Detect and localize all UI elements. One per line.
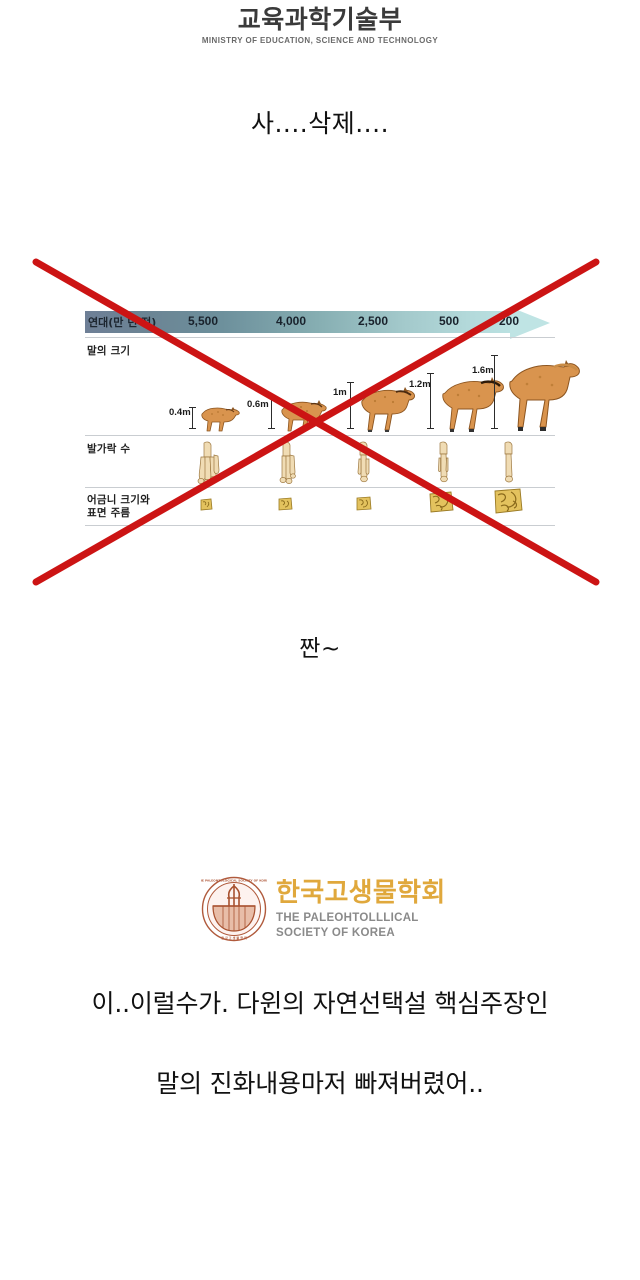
- row-label-toes: 발가락 수: [87, 443, 131, 455]
- horse-silhouette-1: [277, 399, 329, 433]
- leg-bone-4: [499, 441, 519, 485]
- height-label-3: 1.2m: [409, 379, 431, 390]
- caption-middle: 짠~: [299, 636, 341, 662]
- horse-silhouette-2: [356, 385, 418, 433]
- height-bar-4: [491, 355, 498, 429]
- leg-bone-3: [433, 441, 455, 485]
- horse-silhouette-4: [502, 357, 582, 433]
- ministry-logo-korean: 교육과학기술부: [237, 5, 403, 34]
- row-divider-top: [85, 337, 555, 338]
- row-divider-bottom: [85, 525, 555, 526]
- timeline-labels: 연대(만 년 전) 5,500 4,000 2,500 500 200: [85, 311, 519, 333]
- society-seal-icon: THE PALEONTOLOGICAL SOCIETY OF KOREA 한 국…: [201, 876, 267, 942]
- height-label-4: 1.6m: [472, 365, 494, 376]
- row-divider-2: [85, 487, 555, 488]
- society-name-korean: 한국고생물학회: [276, 878, 446, 908]
- timeline-tick-0: 5,500: [187, 314, 219, 328]
- svg-text:THE PALEONTOLOGICAL SOCIETY OF: THE PALEONTOLOGICAL SOCIETY OF KOREA: [201, 879, 267, 883]
- molar-1: [277, 496, 293, 512]
- height-bar-1: [268, 397, 275, 429]
- ministry-logo: 교육과학기술부 MINISTRY OF EDUCATION, SCIENCE A…: [0, 5, 640, 46]
- row-label-size: 말의 크기: [87, 345, 131, 357]
- height-label-1: 0.6m: [247, 399, 269, 410]
- molar-3: [428, 490, 454, 514]
- society-english-line2: SOCIETY OF KOREA: [276, 927, 395, 940]
- timeline-tick-3: 500: [438, 314, 460, 328]
- timeline-tick-1: 4,000: [275, 314, 307, 328]
- paleontological-society-logo: THE PALEONTOLOGICAL SOCIETY OF KOREA 한 국…: [0, 876, 640, 962]
- height-bar-0: [189, 407, 196, 429]
- evolution-chart: 연대(만 년 전) 5,500 4,000 2,500 500 200 말의 크…: [85, 307, 580, 526]
- caption-bottom-line1: 이..이럴수가. 다윈의 자연선택설 핵심주장인: [91, 989, 549, 1018]
- timeline-axis: 연대(만 년 전) 5,500 4,000 2,500 500 200: [85, 307, 555, 339]
- height-label-2: 1m: [333, 387, 347, 398]
- leg-bone-0: [195, 441, 221, 485]
- timeline-tick-2: 2,500: [357, 314, 389, 328]
- caption-top: 사....삭제....: [250, 109, 390, 138]
- leg-bone-1: [275, 441, 299, 485]
- row-divider-1: [85, 435, 555, 436]
- height-label-0: 0.4m: [169, 407, 191, 418]
- leg-bone-2: [353, 441, 375, 485]
- timeline-tick-4: 200: [498, 314, 520, 328]
- society-name-english: THE PALEOHTOLLLICAL SOCIETY OF KOREA: [276, 911, 446, 940]
- timeline-header-label: 연대(만 년 전): [88, 316, 157, 329]
- society-english-line1: THE PALEOHTOLLLICAL: [276, 912, 419, 925]
- horse-silhouette-0: [198, 406, 242, 433]
- horse-silhouette-3: [436, 375, 506, 433]
- horse-evolution-figure: 연대(만 년 전) 5,500 4,000 2,500 500 200 말의 크…: [28, 258, 598, 578]
- ministry-logo-english: MINISTRY OF EDUCATION, SCIENCE AND TECHN…: [201, 36, 439, 45]
- row-label-teeth-line1: 어금니 크기와: [87, 494, 151, 506]
- svg-text:한 국 고 생 물 학 회: 한 국 고 생 물 학 회: [221, 935, 247, 940]
- height-bar-2: [347, 382, 354, 429]
- molar-2: [355, 495, 372, 512]
- molar-4: [493, 487, 523, 515]
- row-label-teeth: 어금니 크기와 표면 주름: [87, 494, 150, 520]
- chart-rows: 말의 크기 0.4m 0.6m: [85, 337, 580, 526]
- molar-0: [199, 497, 213, 511]
- caption-bottom-line2: 말의 진화내용마저 빠져버렸어..: [156, 1069, 484, 1098]
- row-label-teeth-line2: 표면 주름: [87, 506, 131, 519]
